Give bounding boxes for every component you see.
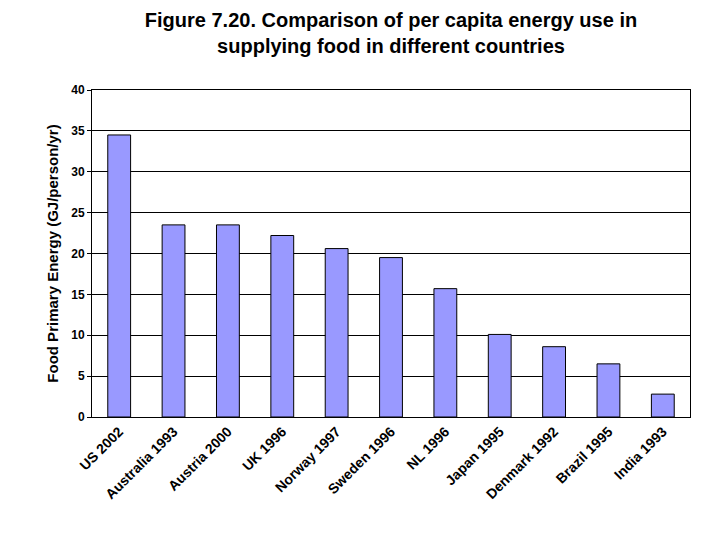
- svg-text:Brazil 1995: Brazil 1995: [552, 423, 615, 486]
- svg-text:20: 20: [71, 247, 85, 261]
- svg-text:Austria 2000: Austria 2000: [165, 423, 235, 493]
- svg-text:Figure 7.20. Comparison of per: Figure 7.20. Comparison of per capita en…: [145, 9, 637, 57]
- svg-text:Norway 1997: Norway 1997: [272, 423, 344, 495]
- svg-text:15: 15: [71, 288, 85, 302]
- svg-text:Food Primary Energy (GJ/person: Food Primary Energy (GJ/person/yr): [44, 124, 61, 382]
- svg-text:0: 0: [78, 410, 85, 424]
- svg-text:UK 1996: UK 1996: [239, 423, 290, 474]
- svg-text:Denmark 1992: Denmark 1992: [483, 423, 562, 502]
- svg-text:Japan 1995: Japan 1995: [442, 423, 507, 488]
- svg-text:25: 25: [71, 206, 85, 220]
- svg-text:Sweden 1996: Sweden 1996: [325, 423, 399, 497]
- svg-text:10: 10: [71, 328, 85, 342]
- svg-text:India 1993: India 1993: [611, 423, 670, 482]
- svg-text:US 2002: US 2002: [76, 423, 126, 473]
- svg-text:5: 5: [78, 369, 85, 383]
- svg-text:35: 35: [71, 124, 85, 138]
- svg-text:30: 30: [71, 165, 85, 179]
- svg-text:Australia 1993: Australia 1993: [102, 423, 181, 502]
- svg-text:NL 1996: NL 1996: [403, 423, 452, 472]
- svg-text:40: 40: [71, 83, 85, 97]
